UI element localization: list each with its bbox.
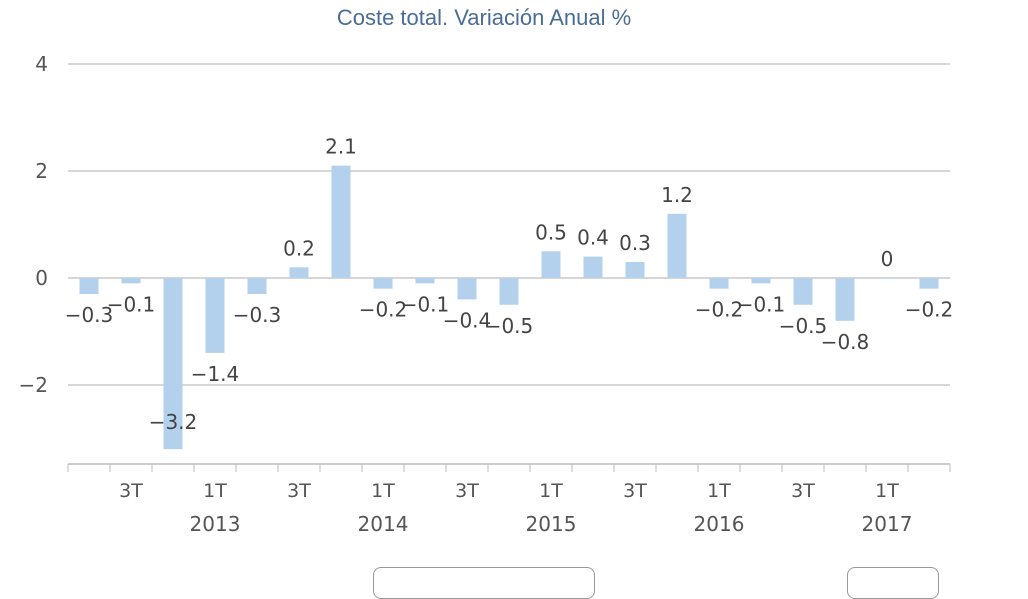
data-label: −0.3 bbox=[65, 303, 114, 327]
data-label: 1.2 bbox=[661, 183, 693, 207]
data-label: −0.5 bbox=[485, 314, 534, 338]
y-tick-label: 2 bbox=[35, 159, 48, 183]
x-tick-label: 1T bbox=[203, 480, 227, 502]
data-label: −0.2 bbox=[905, 298, 954, 322]
data-label: −3.2 bbox=[149, 410, 198, 434]
data-label: −0.8 bbox=[821, 330, 870, 354]
x-year-label: 2017 bbox=[862, 512, 913, 536]
data-label: −0.3 bbox=[233, 303, 282, 327]
data-label: −0.5 bbox=[779, 314, 828, 338]
bar bbox=[247, 278, 267, 295]
bar bbox=[709, 278, 729, 289]
bar bbox=[667, 213, 687, 278]
bar bbox=[373, 278, 393, 289]
data-label: −0.1 bbox=[737, 292, 786, 316]
data-label: −0.1 bbox=[401, 292, 450, 316]
x-tick-label: 3T bbox=[119, 480, 143, 502]
bar bbox=[415, 278, 435, 284]
range-button[interactable] bbox=[373, 567, 595, 599]
bar bbox=[793, 278, 813, 305]
bar-chart: Coste total. Variación Anual % 4 2 0 −2 −0.… bbox=[19, 5, 954, 536]
bar bbox=[835, 278, 855, 321]
data-label: −0.4 bbox=[443, 308, 492, 332]
bar bbox=[625, 261, 645, 278]
x-year-label: 2015 bbox=[526, 512, 577, 536]
data-label: −0.1 bbox=[107, 292, 156, 316]
bar bbox=[583, 256, 603, 278]
bar bbox=[919, 278, 939, 289]
data-label: 0.5 bbox=[535, 220, 567, 244]
export-button[interactable] bbox=[847, 567, 939, 599]
bar bbox=[751, 278, 771, 284]
bar bbox=[79, 278, 99, 295]
data-label: −1.4 bbox=[191, 362, 240, 386]
x-year-label: 2014 bbox=[358, 512, 409, 536]
data-label: −0.2 bbox=[695, 298, 744, 322]
bar bbox=[289, 267, 309, 278]
data-label: 0.2 bbox=[283, 236, 315, 260]
data-label: 2.1 bbox=[325, 135, 357, 159]
x-year-label: 2016 bbox=[694, 512, 745, 536]
x-tick-label: 3T bbox=[455, 480, 479, 502]
y-tick-label: 0 bbox=[35, 266, 48, 290]
chart-title: Coste total. Variación Anual % bbox=[337, 5, 631, 30]
data-label: −0.2 bbox=[359, 298, 408, 322]
y-tick-label: −2 bbox=[19, 373, 48, 397]
bar bbox=[205, 278, 225, 353]
x-tick-label: 3T bbox=[791, 480, 815, 502]
bar bbox=[877, 278, 897, 279]
bar bbox=[457, 278, 477, 300]
x-tick-label: 3T bbox=[287, 480, 311, 502]
x-tick-label: 1T bbox=[539, 480, 563, 502]
bar bbox=[499, 278, 519, 305]
data-label: 0.3 bbox=[619, 231, 651, 255]
x-tick-label: 1T bbox=[875, 480, 899, 502]
bar bbox=[331, 165, 351, 278]
data-label: 0.4 bbox=[577, 226, 609, 250]
bar bbox=[541, 251, 561, 278]
data-label: 0 bbox=[881, 247, 894, 271]
x-tick-label: 3T bbox=[623, 480, 647, 502]
x-tick-label: 1T bbox=[371, 480, 395, 502]
y-tick-label: 4 bbox=[35, 52, 48, 76]
bar bbox=[121, 278, 141, 284]
bar bbox=[163, 278, 183, 450]
x-tick-label: 1T bbox=[707, 480, 731, 502]
x-year-label: 2013 bbox=[190, 512, 241, 536]
